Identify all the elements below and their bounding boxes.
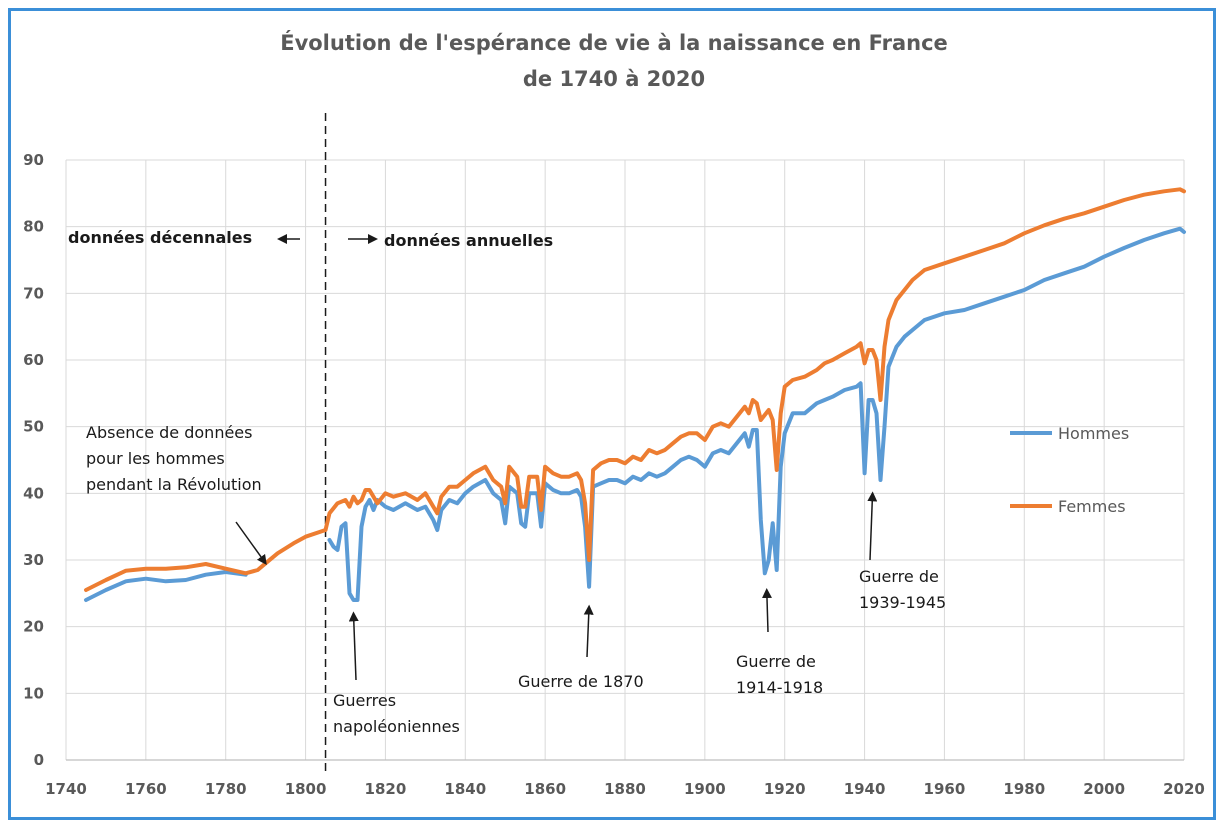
x-tick-label: 1940	[844, 780, 886, 798]
series-line-femmes	[84, 187, 1186, 592]
y-tick-label: 60	[23, 351, 44, 369]
x-tick-label: 1880	[604, 780, 646, 798]
y-tick-label: 50	[23, 418, 44, 436]
x-tick-label: 1900	[684, 780, 726, 798]
y-tick-label: 20	[23, 618, 44, 636]
chart-subtitle: de 1740 à 2020	[523, 67, 705, 91]
x-tick-label: 1780	[205, 780, 247, 798]
x-tick-label: 1760	[125, 780, 167, 798]
decennial-data-label: données décennales	[68, 228, 252, 247]
x-tick-label: 1820	[365, 780, 407, 798]
x-tick-label: 1740	[45, 780, 87, 798]
annotation-arrow	[761, 588, 772, 633]
y-axis-ticks: 0 10 20 30 40 50 60 70 80 90	[23, 151, 44, 769]
x-axis-ticks: 1740 1760 1780 1800 1820 1840 1860 1880 1900 1920…	[45, 780, 1205, 798]
event-annotations: Absence de données pour les hommes pendant…	[86, 423, 946, 736]
y-tick-label: 40	[23, 484, 44, 502]
annotation-text: Guerre de	[736, 652, 816, 671]
annotation-text: napoléoniennes	[333, 717, 460, 736]
x-tick-label: 1800	[285, 780, 327, 798]
y-tick-label: 70	[23, 284, 44, 302]
chart-title: Évolution de l'espérance de vie à la nai…	[280, 30, 948, 55]
annotation-text: pendant la Révolution	[86, 475, 262, 494]
legend-label-hommes: Hommes	[1058, 424, 1129, 443]
annotation-text: Guerre de 1870	[518, 672, 644, 691]
series-line-hommes	[327, 226, 1186, 602]
x-tick-label: 2020	[1163, 780, 1205, 798]
annual-data-label: données annuelles	[384, 231, 553, 250]
x-tick-label: 1980	[1003, 780, 1045, 798]
series-line-hommes	[84, 570, 248, 602]
annotation-arrow	[583, 604, 594, 658]
annotation-text: 1914-1918	[736, 678, 823, 697]
chart-frame	[8, 8, 1216, 820]
annotation-arrow	[235, 521, 267, 565]
annotation-arrow	[348, 611, 359, 681]
annotation-text: 1939-1945	[859, 593, 946, 612]
annotation-arrow	[867, 491, 878, 561]
x-tick-label: 2000	[1083, 780, 1125, 798]
annotation-text: pour les hommes	[86, 449, 225, 468]
grid-lines	[65, 159, 1185, 761]
y-tick-label: 0	[34, 751, 44, 769]
annotation-text: Guerres	[333, 691, 396, 710]
y-tick-label: 80	[23, 218, 44, 236]
legend-label-femmes: Femmes	[1058, 497, 1126, 516]
x-tick-label: 1860	[524, 780, 566, 798]
y-tick-label: 10	[23, 684, 44, 702]
x-tick-label: 1840	[444, 780, 486, 798]
annotation-text: Absence de données	[86, 423, 252, 442]
series-lines	[84, 187, 1186, 602]
y-tick-label: 90	[23, 151, 44, 169]
annotation-text: Guerre de	[859, 567, 939, 586]
x-tick-label: 1920	[764, 780, 806, 798]
x-tick-label: 1960	[924, 780, 966, 798]
y-tick-label: 30	[23, 551, 44, 569]
